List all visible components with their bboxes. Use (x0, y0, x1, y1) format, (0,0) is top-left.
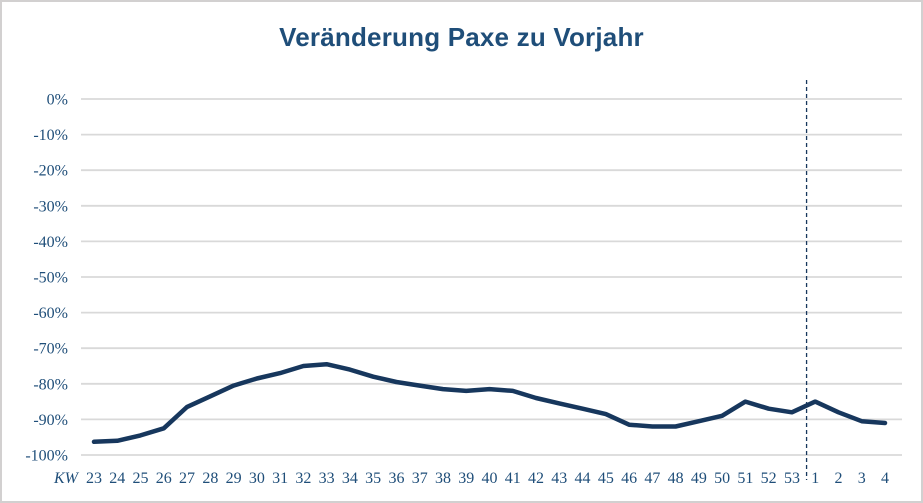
x-tick-label: 48 (668, 470, 684, 487)
x-tick-label: 3 (858, 470, 866, 487)
x-tick-label: 24 (109, 470, 125, 487)
y-tick-label: -40% (33, 234, 68, 251)
y-tick-label: -50% (33, 270, 68, 287)
x-tick-label: 50 (714, 470, 730, 487)
x-tick-label: 49 (691, 470, 707, 487)
chart-title: Veränderung Paxe zu Vorjahr (279, 22, 644, 52)
x-tick-label: 41 (505, 470, 521, 487)
x-tick-label: 2 (834, 470, 842, 487)
x-tick-label: 30 (249, 470, 265, 487)
x-tick-label: 42 (528, 470, 544, 487)
x-tick-label: 37 (412, 470, 428, 487)
x-tick-label: 25 (133, 470, 149, 487)
y-tick-label: -90% (33, 412, 68, 429)
x-tick-label: 27 (179, 470, 195, 487)
y-tick-label: -60% (33, 305, 68, 322)
x-tick-label: 4 (881, 470, 889, 487)
x-tick-label: 38 (435, 470, 451, 487)
x-tick-label: 35 (365, 470, 381, 487)
x-tick-label: 32 (295, 470, 311, 487)
x-tick-label: 28 (202, 470, 218, 487)
x-tick-label: 44 (575, 470, 591, 487)
x-tick-label: 1 (811, 470, 819, 487)
y-tick-label: -10% (33, 127, 68, 144)
y-tick-label: -20% (33, 163, 68, 180)
y-tick-label: 0% (47, 92, 68, 109)
y-tick-label: -80% (33, 376, 68, 393)
y-tick-label: -70% (33, 341, 68, 358)
x-tick-label: 26 (156, 470, 172, 487)
x-tick-label: 29 (226, 470, 242, 487)
x-tick-label: 36 (388, 470, 404, 487)
x-tick-label: 51 (737, 470, 753, 487)
x-tick-label: 43 (551, 470, 567, 487)
x-tick-label: 46 (621, 470, 637, 487)
x-tick-label: 31 (272, 470, 288, 487)
x-tick-label: 39 (458, 470, 474, 487)
x-tick-label: 53 (784, 470, 800, 487)
x-tick-label: 34 (342, 470, 358, 487)
x-tick-label: 45 (598, 470, 614, 487)
x-tick-label: 33 (319, 470, 335, 487)
y-tick-label: -30% (33, 198, 68, 215)
x-tick-label: 23 (86, 470, 102, 487)
pax-change-line (91, 361, 888, 445)
x-tick-label: 52 (761, 470, 777, 487)
x-tick-label: 40 (482, 470, 498, 487)
x-tick-label: 47 (644, 470, 660, 487)
x-axis-unit-label: KW (53, 470, 80, 487)
y-tick-label: -100% (25, 448, 68, 465)
